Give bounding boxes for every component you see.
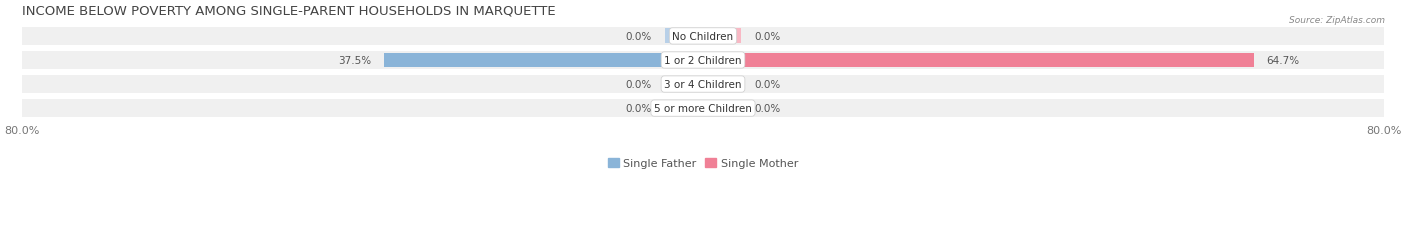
Bar bbox=[665, 77, 703, 92]
Bar bbox=[22, 99, 1384, 118]
Text: 5 or more Children: 5 or more Children bbox=[654, 104, 752, 114]
Text: 64.7%: 64.7% bbox=[1267, 56, 1299, 66]
Bar bbox=[22, 51, 1384, 70]
Bar bbox=[703, 53, 1254, 68]
Bar bbox=[22, 75, 1384, 94]
Bar bbox=[703, 101, 741, 116]
Bar bbox=[665, 101, 703, 116]
Bar bbox=[703, 77, 741, 92]
Text: 3 or 4 Children: 3 or 4 Children bbox=[664, 80, 742, 90]
Text: 0.0%: 0.0% bbox=[626, 80, 652, 90]
Bar bbox=[703, 29, 741, 44]
Text: 0.0%: 0.0% bbox=[754, 104, 780, 114]
Bar bbox=[384, 53, 703, 68]
Text: 37.5%: 37.5% bbox=[337, 56, 371, 66]
Legend: Single Father, Single Mother: Single Father, Single Mother bbox=[603, 154, 803, 173]
Text: 0.0%: 0.0% bbox=[626, 104, 652, 114]
Text: Source: ZipAtlas.com: Source: ZipAtlas.com bbox=[1289, 16, 1385, 25]
Text: No Children: No Children bbox=[672, 32, 734, 42]
Bar bbox=[665, 29, 703, 44]
Text: 0.0%: 0.0% bbox=[626, 32, 652, 42]
Text: 0.0%: 0.0% bbox=[754, 80, 780, 90]
Text: INCOME BELOW POVERTY AMONG SINGLE-PARENT HOUSEHOLDS IN MARQUETTE: INCOME BELOW POVERTY AMONG SINGLE-PARENT… bbox=[22, 4, 555, 17]
Bar bbox=[22, 27, 1384, 46]
Text: 0.0%: 0.0% bbox=[754, 32, 780, 42]
Text: 1 or 2 Children: 1 or 2 Children bbox=[664, 56, 742, 66]
